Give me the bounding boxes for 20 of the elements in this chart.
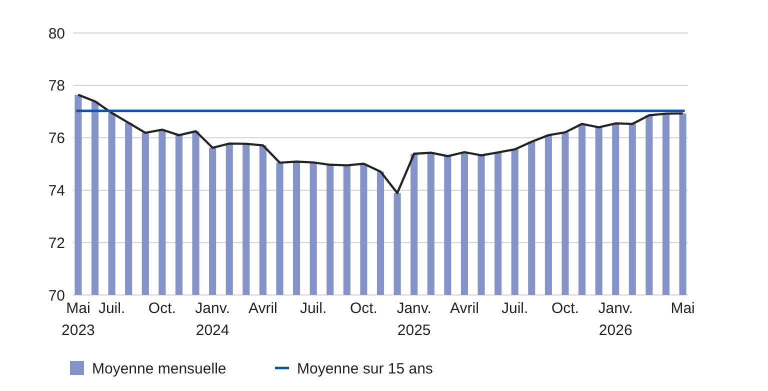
x-tick-label: Juil. (300, 300, 327, 317)
x-tick-label: Avril (450, 300, 479, 317)
x-tick-label: Oct. (148, 300, 176, 317)
x-tick-label: Oct. (350, 300, 378, 317)
line-series (77, 94, 684, 194)
x-tick-label: Janv. 2026 (598, 300, 633, 339)
y-tick-label: 74 (48, 182, 65, 200)
x-tick-label: Juil. (98, 300, 126, 317)
legend-label: Moyenne sur 15 ans (297, 360, 433, 378)
y-tick-label: 78 (48, 78, 65, 95)
x-tick-label: Janv. 2025 (396, 300, 432, 339)
x-tick-label: Mai (670, 300, 695, 317)
x-tick-label: Oct. (551, 300, 579, 317)
x-tick-label: Janv. 2024 (195, 300, 230, 339)
x-tick-label: Juil. (502, 300, 528, 317)
y-tick-label: 72 (48, 234, 65, 252)
y-tick-label: 76 (48, 130, 65, 148)
legend-label: Moyenne mensuelle (92, 360, 226, 378)
x-tick-label: Avril (248, 300, 278, 317)
y-tick-label: 80 (48, 25, 65, 42)
